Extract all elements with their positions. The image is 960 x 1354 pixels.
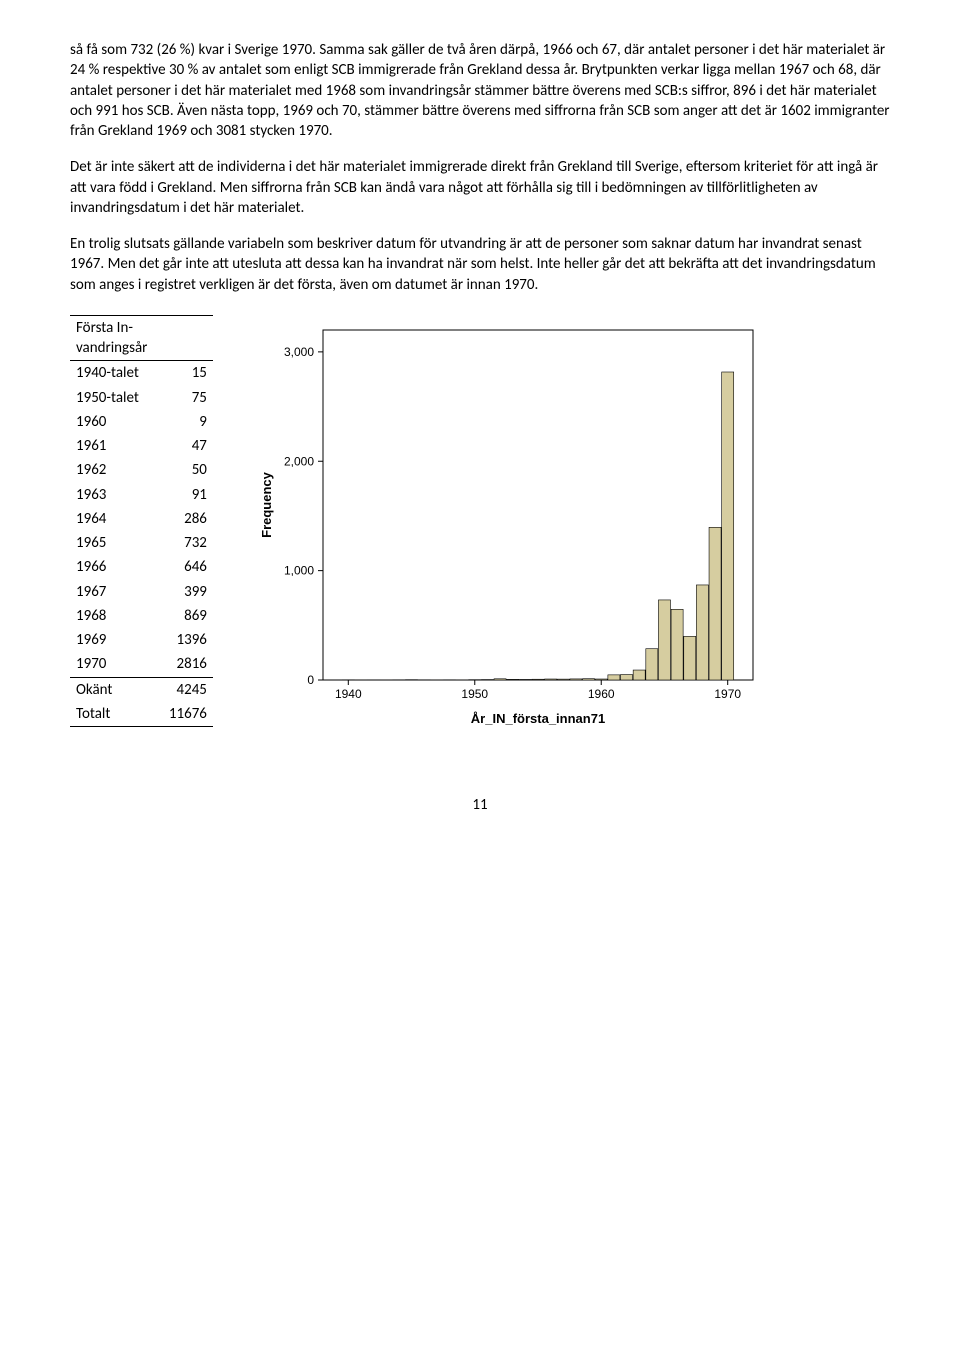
row-label: 1962 xyxy=(70,458,145,482)
immigration-year-table: Första In- vandringsår 1940-talet15 1950… xyxy=(70,315,213,727)
row-value: 1396 xyxy=(145,628,213,652)
table-header-line2: vandringsår xyxy=(76,339,147,357)
row-label: 1968 xyxy=(70,604,145,628)
svg-text:1970: 1970 xyxy=(714,687,741,701)
row-value: 4245 xyxy=(145,677,213,702)
row-label: 1966 xyxy=(70,555,145,579)
row-label: 1964 xyxy=(70,507,145,531)
row-label: 1950-talet xyxy=(70,386,145,410)
histogram-svg: 0 1,000 2,000 3,000 1940 1950 1960 1970 Frequenc… xyxy=(253,315,773,735)
row-label: 1940-talet xyxy=(70,361,145,386)
svg-text:2,000: 2,000 xyxy=(284,454,314,468)
paragraph-1: så få som 732 (26 %) kvar i Sverige 1970… xyxy=(70,40,890,141)
row-value: 9 xyxy=(145,410,213,434)
table-row: 196147 xyxy=(70,434,213,458)
row-value: 11676 xyxy=(145,702,213,727)
row-value: 91 xyxy=(145,483,213,507)
row-value: 75 xyxy=(145,386,213,410)
page-number: 11 xyxy=(70,795,890,815)
row-label: 1967 xyxy=(70,580,145,604)
paragraph-3: En trolig slutsats gällande variabeln so… xyxy=(70,234,890,295)
svg-text:Frequency: Frequency xyxy=(259,471,274,538)
table-row: 1965732 xyxy=(70,531,213,555)
row-value: 50 xyxy=(145,458,213,482)
data-table-block: Första In- vandringsår 1940-talet15 1950… xyxy=(70,315,213,735)
row-value: 646 xyxy=(145,555,213,579)
table-row: 19702816 xyxy=(70,652,213,677)
table-chart-row: Första In- vandringsår 1940-talet15 1950… xyxy=(70,315,890,735)
row-label: 1970 xyxy=(70,652,145,677)
paragraph-2: Det är inte säkert att de individerna i … xyxy=(70,157,890,218)
table-row: 1966646 xyxy=(70,555,213,579)
page-number-text: 11 xyxy=(472,796,487,814)
table-row: 196391 xyxy=(70,483,213,507)
row-value: 2816 xyxy=(145,652,213,677)
row-label: Totalt xyxy=(70,702,145,727)
table-row: 19691396 xyxy=(70,628,213,652)
row-value: 286 xyxy=(145,507,213,531)
row-label: 1965 xyxy=(70,531,145,555)
row-value: 399 xyxy=(145,580,213,604)
table-row: 196250 xyxy=(70,458,213,482)
svg-text:0: 0 xyxy=(307,673,314,687)
row-value: 732 xyxy=(145,531,213,555)
table-row: 1964286 xyxy=(70,507,213,531)
table-header-line1: Första In- xyxy=(76,319,133,337)
row-label: 1960 xyxy=(70,410,145,434)
svg-text:1940: 1940 xyxy=(335,687,362,701)
row-value: 15 xyxy=(145,361,213,386)
svg-text:3,000: 3,000 xyxy=(284,345,314,359)
svg-text:1950: 1950 xyxy=(461,687,488,701)
row-label: 1963 xyxy=(70,483,145,507)
table-row: 19609 xyxy=(70,410,213,434)
row-label: 1969 xyxy=(70,628,145,652)
row-label: 1961 xyxy=(70,434,145,458)
table-row: 1968869 xyxy=(70,604,213,628)
svg-text:1,000: 1,000 xyxy=(284,563,314,577)
table-row: 1967399 xyxy=(70,580,213,604)
row-value: 869 xyxy=(145,604,213,628)
row-label: Okänt xyxy=(70,677,145,702)
table-header: Första In- vandringsår xyxy=(70,315,213,361)
table-row-total: Totalt11676 xyxy=(70,702,213,727)
table-row: 1940-talet15 xyxy=(70,361,213,386)
table-header-row: Första In- vandringsår xyxy=(70,315,213,361)
table-row: 1950-talet75 xyxy=(70,386,213,410)
svg-text:1960: 1960 xyxy=(588,687,615,701)
svg-text:År_IN_första_innan71: År_IN_första_innan71 xyxy=(471,711,605,726)
histogram-chart: 0 1,000 2,000 3,000 1940 1950 1960 1970 Frequenc… xyxy=(253,315,890,735)
table-row: Okänt4245 xyxy=(70,677,213,702)
table-body: 1940-talet15 1950-talet75 19609 196147 1… xyxy=(70,361,213,727)
row-value: 47 xyxy=(145,434,213,458)
